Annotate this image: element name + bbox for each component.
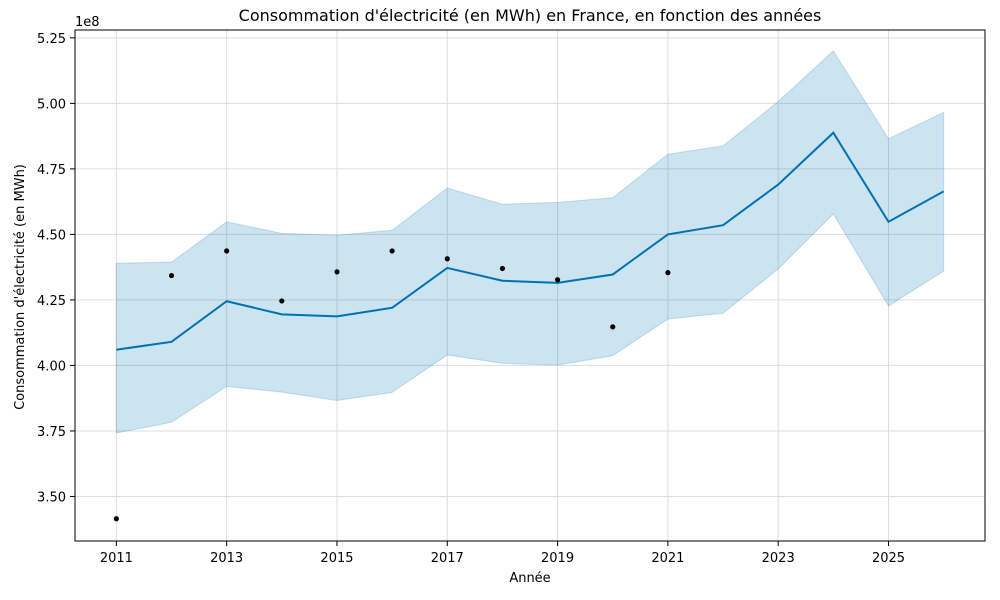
plot-frame [74, 29, 986, 542]
x-axis-title: Année [509, 571, 550, 586]
confidence-band [115, 50, 945, 434]
observed-point [610, 324, 616, 330]
x-tick-label: 2013 [210, 551, 243, 566]
x-tick-label: 2025 [872, 551, 905, 566]
y-tick-label: 5.25 [37, 32, 66, 47]
observed-points-layer [113, 248, 671, 522]
y-tick-label: 4.00 [37, 359, 66, 374]
observed-point [389, 248, 395, 254]
x-tick-label: 2023 [762, 551, 795, 566]
x-tick-label: 2017 [431, 551, 464, 566]
y-tick-label: 5.00 [37, 97, 66, 112]
x-axis-ticks: 2011 2013 2015 2017 2019 2021 2023 2025 [100, 541, 905, 566]
confidence-band-layer [115, 50, 945, 434]
x-tick-label: 2015 [320, 551, 353, 566]
y-axis-title: Consommation d'électricité (en MWh) [13, 164, 28, 410]
observed-point [665, 270, 671, 276]
forecast-line-layer [116, 131, 945, 351]
y-tick-label: 3.50 [37, 490, 66, 505]
observed-point [279, 298, 285, 304]
observed-point [444, 256, 450, 262]
observed-point [224, 248, 230, 254]
forecast-line [116, 131, 945, 351]
observed-point [554, 277, 561, 283]
y-tick-label: 4.50 [37, 228, 66, 243]
observed-point [113, 516, 119, 522]
observed-point [499, 265, 506, 272]
y-tick-label: 4.25 [37, 294, 66, 309]
observed-point [168, 272, 175, 279]
observed-point [334, 269, 340, 275]
y-axis-ticks: 3.50 3.75 4.00 4.25 4.50 4.75 5.00 5.25 [37, 32, 75, 505]
grid [75, 30, 985, 541]
x-tick-label: 2019 [541, 551, 574, 566]
chart-title: Consommation d'électricité (en MWh) en F… [239, 6, 822, 25]
y-offset-label: 1e8 [75, 15, 100, 30]
x-tick-label: 2021 [651, 551, 684, 566]
x-tick-label: 2011 [100, 551, 133, 566]
y-tick-label: 4.75 [37, 163, 66, 178]
y-tick-label: 3.75 [37, 425, 66, 440]
